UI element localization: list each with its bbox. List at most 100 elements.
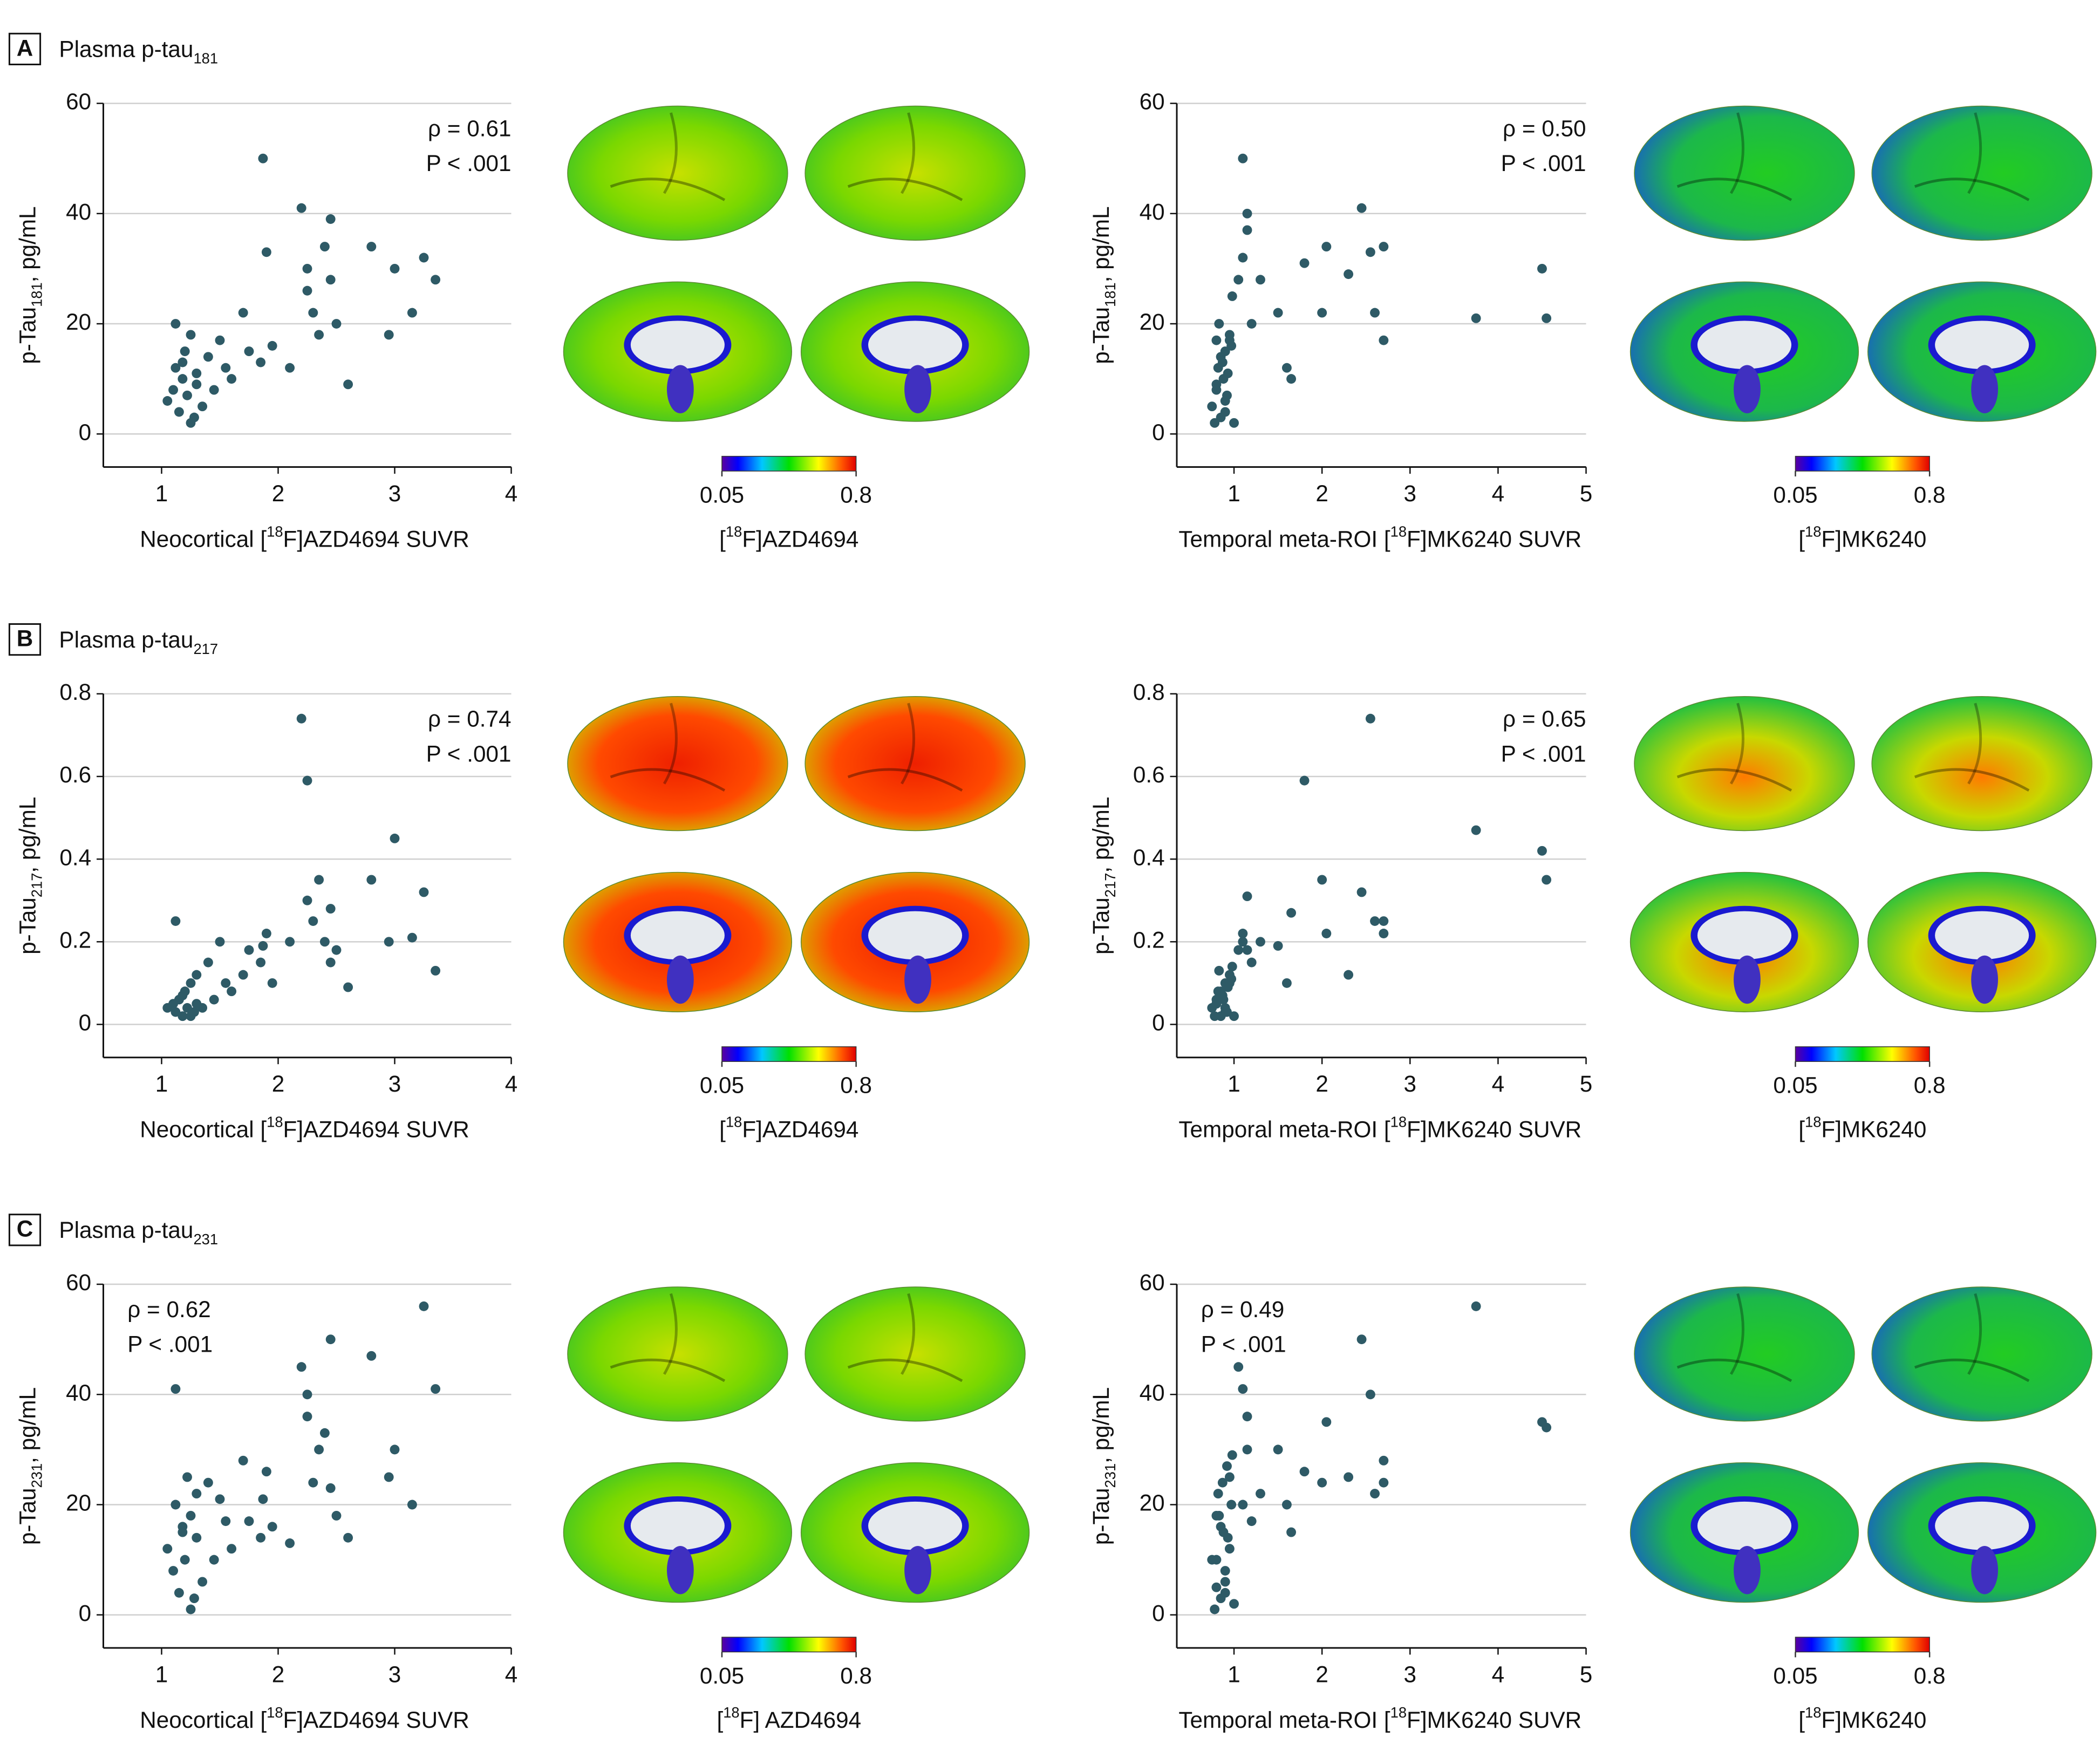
point	[1238, 253, 1248, 263]
panel-title: Plasma p-tau231	[59, 1217, 218, 1248]
x-axis-label: Neocortical [18F]AZD4694 SUVR	[140, 1113, 469, 1142]
point	[192, 1532, 202, 1543]
point	[168, 385, 179, 395]
point	[1211, 1582, 1222, 1592]
brain-lateral	[1871, 105, 2092, 241]
x-axis-label-part: 18	[267, 523, 283, 540]
point	[1379, 916, 1389, 926]
point	[308, 916, 318, 926]
point	[1233, 275, 1244, 285]
point	[1246, 319, 1257, 329]
brain-lateral	[1634, 696, 1855, 832]
annotation: ρ = 0.61	[428, 115, 511, 141]
x-tick-label: 5	[1580, 481, 1593, 506]
point	[221, 1516, 231, 1527]
colorbar-label-part: [	[1798, 526, 1805, 551]
point	[343, 1532, 353, 1543]
brain-ventricle	[1697, 321, 1792, 369]
y-axis-label: p-Tau181, pg/mL	[1088, 206, 1119, 364]
point	[227, 986, 237, 997]
y-axis-label: p-Tau231, pg/mL	[15, 1387, 45, 1545]
point	[174, 407, 184, 417]
x-axis-label-part: F]MK6240 SUVR	[1407, 1117, 1581, 1142]
point	[1256, 1489, 1265, 1499]
brain-lateral	[567, 105, 788, 241]
annotation: ρ = 0.65	[1503, 706, 1586, 732]
x-tick-label: 3	[388, 481, 401, 506]
point	[1321, 929, 1332, 938]
brain-lateral	[804, 1286, 1026, 1422]
y-tick-label: 0.6	[59, 762, 91, 787]
point	[384, 1472, 394, 1482]
panel-letter-box	[8, 623, 42, 656]
brain-ventricle	[868, 1501, 963, 1550]
point	[1356, 887, 1367, 897]
x-tick-label: 4	[1492, 1071, 1505, 1096]
point	[171, 1500, 181, 1510]
point	[182, 1003, 192, 1013]
annotation: P < .001	[1501, 151, 1586, 176]
point	[1344, 1472, 1354, 1482]
point	[1542, 1422, 1552, 1433]
point	[325, 275, 336, 285]
point	[1226, 1500, 1237, 1510]
point	[178, 1522, 188, 1532]
point	[261, 1467, 271, 1477]
point	[331, 319, 342, 329]
colorbar-label-part: [	[719, 1117, 726, 1142]
y-tick-label: 20	[1140, 1490, 1165, 1516]
point	[285, 363, 295, 373]
point	[1379, 1477, 1389, 1488]
brain-stem	[1734, 365, 1761, 414]
point	[215, 335, 225, 345]
point	[1223, 368, 1233, 378]
y-tick-label: 20	[66, 1490, 91, 1516]
colorbar-tick-label: 0.8	[840, 482, 872, 507]
point	[180, 346, 190, 357]
x-tick-label: 1	[1228, 481, 1240, 506]
x-axis-label-part: 18	[1390, 1113, 1407, 1130]
point	[1242, 225, 1252, 235]
brain-stem	[904, 1545, 931, 1595]
point	[1286, 374, 1297, 384]
panel-title: Plasma p-tau217	[59, 627, 218, 657]
point	[261, 929, 271, 938]
brain-lateral	[1634, 1286, 1855, 1422]
colorbar-label-part: 18	[1805, 1704, 1821, 1720]
point	[238, 308, 248, 318]
y-axis-label-part: p-Tau	[1088, 307, 1114, 364]
x-tick-label: 1	[155, 481, 168, 506]
brain-lateral	[804, 105, 1026, 241]
colorbar-tick-label: 0.8	[1914, 482, 1946, 507]
point	[1214, 319, 1224, 329]
y-axis-label-part: 231	[28, 1463, 45, 1488]
colorbar-label-part: [	[1798, 1707, 1805, 1733]
x-tick-label: 1	[1228, 1071, 1240, 1096]
point	[171, 319, 181, 329]
point	[1370, 916, 1380, 926]
y-tick-label: 40	[1140, 1380, 1165, 1405]
point	[1273, 308, 1283, 318]
x-axis-label-part: F]MK6240 SUVR	[1407, 1707, 1581, 1733]
point	[419, 1301, 429, 1311]
x-tick-label: 3	[388, 1661, 401, 1687]
brain-sulcus	[1914, 768, 2030, 792]
point	[178, 1011, 188, 1021]
point	[1273, 1444, 1283, 1455]
y-axis-label-part: 231	[1102, 1463, 1119, 1488]
point	[1233, 1362, 1244, 1372]
point	[1220, 407, 1230, 417]
x-axis-label-part: 18	[1390, 523, 1407, 540]
point	[244, 945, 254, 955]
x-tick-label: 2	[272, 1071, 285, 1096]
point	[1223, 1532, 1233, 1543]
colorbar-label-part: 18	[726, 1113, 742, 1130]
point	[186, 330, 196, 340]
point	[285, 937, 295, 947]
y-axis-label-part: p-Tau	[1088, 1488, 1114, 1545]
point	[1220, 396, 1230, 406]
annotation: ρ = 0.62	[127, 1297, 210, 1322]
point	[1321, 242, 1332, 252]
brain-stem	[1971, 365, 1998, 414]
point	[1211, 994, 1222, 1005]
